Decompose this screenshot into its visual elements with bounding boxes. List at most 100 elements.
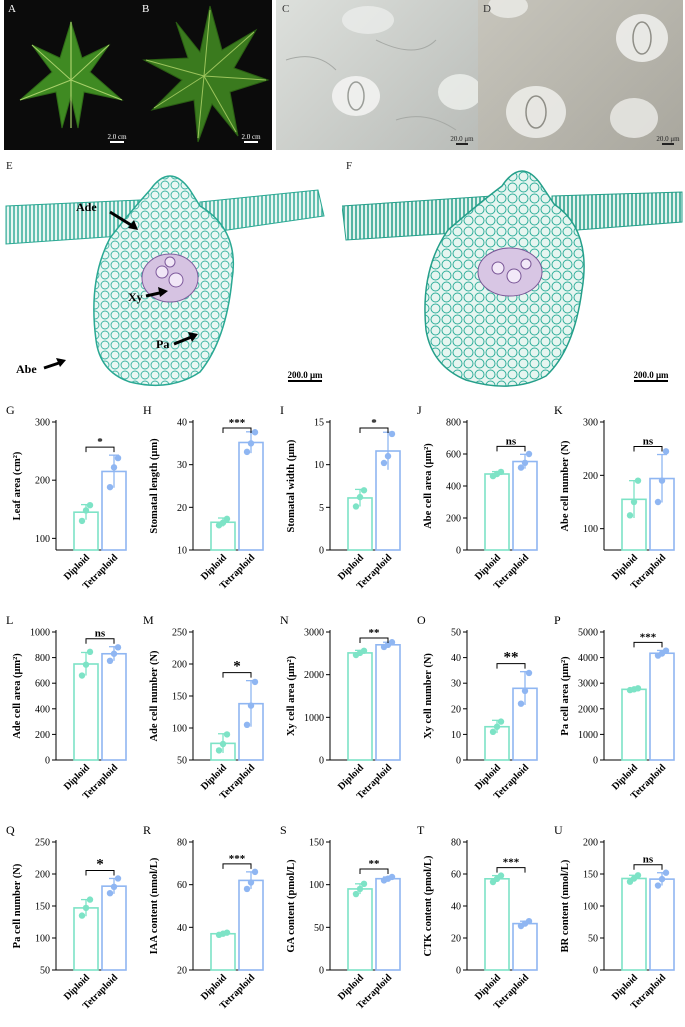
y-tick-label: 250: [35, 838, 50, 849]
significance-label: ns: [643, 854, 654, 866]
y-axis-label: Abe cell number (N): [560, 440, 571, 532]
y-tick-label: 3000: [304, 628, 324, 639]
scale-text-c: 20.0 μm: [450, 135, 474, 143]
y-axis-label: Abe cell area (μm²): [423, 443, 434, 529]
data-point: [215, 747, 223, 754]
y-tick-label: 0: [319, 546, 324, 557]
data-point: [82, 661, 90, 668]
panel-label-r: R: [143, 823, 151, 837]
data-point: [654, 882, 662, 889]
significance-bracket: [496, 445, 526, 452]
bar-diploid: [621, 877, 647, 971]
data-point: [78, 912, 86, 919]
data-point: [243, 721, 251, 728]
stomata-micrograph-tetraploid: [478, 0, 683, 150]
significance-bracket: [496, 867, 526, 873]
y-axis-label: Stomatal width (μm): [286, 439, 297, 532]
panel-label-s: S: [280, 823, 287, 837]
y-tick-label: 0: [45, 756, 50, 767]
bar-tetraploid: [649, 652, 675, 761]
data-point: [360, 880, 368, 888]
data-point: [243, 448, 251, 456]
y-tick-label: 30: [451, 679, 461, 690]
y-tick-label: 2000: [578, 704, 598, 715]
y-tick-label: 50: [314, 923, 324, 934]
y-tick-label: 150: [172, 692, 187, 703]
y-tick-label: 100: [35, 934, 50, 945]
bar-tetraploid: [649, 878, 675, 971]
y-tick-label: 1000: [578, 730, 598, 741]
y-tick-label: 0: [319, 756, 324, 767]
bar-chart-n: NXy cell area (μm²)0100020003000DiploidT…: [280, 613, 401, 802]
data-point: [360, 487, 368, 494]
panel-label-e: E: [6, 160, 13, 172]
y-tick-label: 200: [583, 471, 598, 482]
y-tick-label: 50: [40, 966, 50, 977]
data-point: [110, 883, 118, 890]
data-point: [114, 454, 122, 462]
y-tick-label: 200: [35, 870, 50, 881]
data-point: [223, 515, 231, 523]
cross-section-diploid: [5, 175, 325, 387]
data-point: [223, 929, 231, 936]
data-point: [78, 517, 86, 525]
data-point: [86, 896, 94, 903]
significance-bracket: [359, 868, 389, 874]
panel-label-l: L: [6, 613, 13, 627]
significance-label: ns: [506, 435, 517, 447]
y-tick-label: 10: [314, 460, 324, 471]
significance-bracket: [85, 869, 115, 876]
data-point: [110, 464, 118, 471]
data-point: [247, 702, 255, 709]
y-tick-label: 300: [35, 418, 50, 429]
panel-label-q: Q: [6, 823, 15, 837]
bar-tetraploid: [512, 922, 538, 971]
data-point: [658, 875, 666, 883]
scale-bar-c: 20.0 μm: [450, 135, 474, 146]
data-point: [219, 519, 227, 526]
data-point: [662, 448, 670, 455]
label-pa: Pa: [156, 337, 170, 351]
significance-bracket: [633, 446, 663, 452]
scale-bar-b: 2.0 cm: [238, 133, 264, 144]
data-point: [110, 650, 118, 657]
y-tick-label: 0: [593, 966, 598, 977]
y-tick-label: 40: [177, 418, 187, 429]
y-tick-label: 150: [35, 902, 50, 913]
panel-label-m: M: [143, 613, 154, 627]
y-tick-label: 20: [451, 934, 461, 945]
stomata-shapes-diploid: [285, 6, 478, 131]
significance-label: *: [233, 659, 241, 675]
scale-text-b: 2.0 cm: [241, 133, 261, 141]
panel-label-h: H: [143, 403, 152, 417]
y-tick-label: 200: [583, 838, 598, 849]
y-tick-label: 800: [35, 653, 50, 664]
y-tick-label: 30: [177, 460, 187, 471]
y-tick-label: 50: [177, 756, 187, 767]
label-ade: Ade: [76, 200, 97, 214]
data-point: [251, 678, 259, 686]
y-tick-label: 200: [172, 660, 187, 671]
panel-label-a: A: [8, 3, 16, 15]
panel-label-b: B: [142, 3, 150, 15]
significance-bracket: [222, 863, 252, 869]
significance-label: **: [369, 627, 381, 639]
data-point: [247, 440, 255, 447]
data-point: [82, 904, 90, 912]
data-point: [114, 875, 122, 882]
y-tick-label: 100: [35, 534, 50, 545]
data-point: [380, 459, 388, 467]
scale-bar-d: 20.0 μm: [655, 135, 681, 146]
y-tick-label: 80: [177, 838, 187, 849]
y-tick-label: 40: [451, 653, 461, 664]
significance-bracket: [633, 641, 663, 648]
data-point: [521, 459, 529, 466]
y-tick-label: 10: [451, 730, 461, 741]
panel-label-d: D: [483, 3, 491, 15]
panel-label-k: K: [554, 403, 563, 417]
leaf-photo-diploid: [4, 0, 138, 150]
panel-label-i: I: [280, 403, 284, 417]
